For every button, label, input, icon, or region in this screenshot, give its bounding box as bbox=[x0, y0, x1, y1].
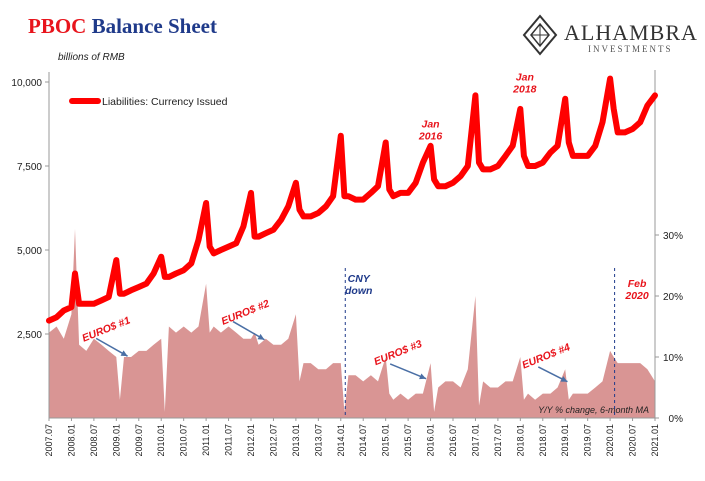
annotation-line: EURO$ #4 bbox=[520, 341, 572, 371]
area-series-yoy bbox=[49, 228, 655, 418]
x-tick-label: 2012.07 bbox=[268, 424, 278, 457]
x-tick-label: 2017.01 bbox=[470, 424, 480, 457]
annotation-label: EURO$ #1 bbox=[80, 314, 132, 344]
x-tick-label: 2011.07 bbox=[224, 424, 234, 456]
annotation-line: 2016 bbox=[418, 130, 443, 142]
x-tick-label: 2021.01 bbox=[650, 424, 660, 457]
chart-title: PBOC Balance Sheet bbox=[28, 14, 217, 39]
annotation-arrowhead bbox=[257, 333, 265, 340]
annotation-label: Jan 2018 bbox=[512, 71, 537, 95]
x-tick-label: 2017.07 bbox=[493, 424, 503, 457]
annotation-arrowhead bbox=[120, 350, 128, 357]
annotation-line: Jan bbox=[422, 118, 440, 130]
x-tick-label: 2013.07 bbox=[313, 424, 323, 457]
line-series-currency-issued bbox=[46, 75, 658, 324]
annotation-arrowhead bbox=[560, 376, 568, 382]
x-tick-label: 2008.01 bbox=[66, 424, 76, 457]
annotation-label: Feb 2020 bbox=[624, 278, 649, 302]
annotation-label: EURO$ #3 bbox=[372, 338, 424, 368]
x-tick-label: 2008.07 bbox=[89, 424, 99, 457]
right-tick-label: 0% bbox=[669, 414, 684, 425]
x-tick-label: 2009.01 bbox=[111, 424, 121, 457]
annotation-line: Jan bbox=[516, 71, 534, 83]
annotation-line: CNY bbox=[348, 273, 371, 285]
annotation-label: CNY down bbox=[345, 273, 372, 297]
logo-name: ALHAMBRA bbox=[564, 20, 698, 45]
x-tick-label: 2013.01 bbox=[291, 424, 301, 457]
logo: ALHAMBRA INVESTMENTS bbox=[522, 14, 697, 56]
x-tick-label: 2020.07 bbox=[628, 424, 638, 457]
title-accent: PBOC bbox=[28, 14, 87, 38]
annotation-line: 2018 bbox=[512, 83, 537, 95]
annotation-line: down bbox=[345, 285, 372, 297]
x-tick-label: 2018.07 bbox=[538, 424, 548, 457]
title-rest: Balance Sheet bbox=[91, 14, 217, 38]
x-tick-label: 2019.01 bbox=[560, 424, 570, 457]
right-tick-label: 30% bbox=[663, 231, 683, 242]
x-tick-label: 2010.01 bbox=[156, 424, 166, 457]
x-tick-label: 2018.01 bbox=[515, 424, 525, 457]
x-tick-label: 2015.07 bbox=[403, 424, 413, 457]
annotation-label: Jan 2016 bbox=[418, 118, 443, 142]
annotation-line: Feb bbox=[628, 278, 647, 290]
annotation-arrow bbox=[389, 363, 427, 380]
logo-diamond-icon bbox=[522, 14, 558, 56]
right-tick-label: 20% bbox=[663, 292, 683, 303]
x-tick-label: 2009.07 bbox=[134, 424, 144, 457]
x-tick-label: 2015.01 bbox=[381, 424, 391, 457]
x-tick-label: 2014.01 bbox=[336, 424, 346, 457]
annotation-label: EURO$ #4 bbox=[520, 341, 572, 371]
annotation-arrowhead bbox=[419, 373, 427, 380]
logo-subtitle: INVESTMENTS bbox=[588, 44, 673, 54]
x-tick-label: 2016.07 bbox=[448, 424, 458, 457]
left-tick-label: 10,000 bbox=[11, 78, 42, 89]
x-tick-label: 2010.07 bbox=[179, 424, 189, 457]
annotation-label: EURO$ #2 bbox=[220, 298, 272, 328]
annotation-line: EURO$ #3 bbox=[372, 338, 424, 368]
x-tick-label: 2016.01 bbox=[426, 424, 436, 457]
x-tick-label: 2011.01 bbox=[201, 424, 211, 456]
x-tick-label: 2014.07 bbox=[358, 424, 368, 457]
legend-label: Liabilities: Currency Issued bbox=[102, 96, 228, 108]
annotation-line: 2020 bbox=[624, 290, 649, 302]
x-tick-label: 2007.07 bbox=[44, 424, 54, 457]
left-tick-label: 2,500 bbox=[17, 330, 42, 341]
annotation-line: EURO$ #1 bbox=[80, 314, 132, 344]
right-tick-label: 10% bbox=[663, 353, 683, 364]
left-axis-units-label: billions of RMB bbox=[58, 52, 125, 63]
left-tick-label: 7,500 bbox=[17, 162, 42, 173]
x-tick-label: 2019.07 bbox=[583, 424, 593, 457]
x-tick-label: 2020.01 bbox=[605, 424, 615, 457]
x-tick-label: 2012.01 bbox=[246, 424, 256, 457]
right-axis-label: Y/Y % change, 6-month MA bbox=[538, 405, 649, 415]
left-tick-label: 5,000 bbox=[17, 246, 42, 257]
annotation-line: EURO$ #2 bbox=[220, 298, 272, 328]
